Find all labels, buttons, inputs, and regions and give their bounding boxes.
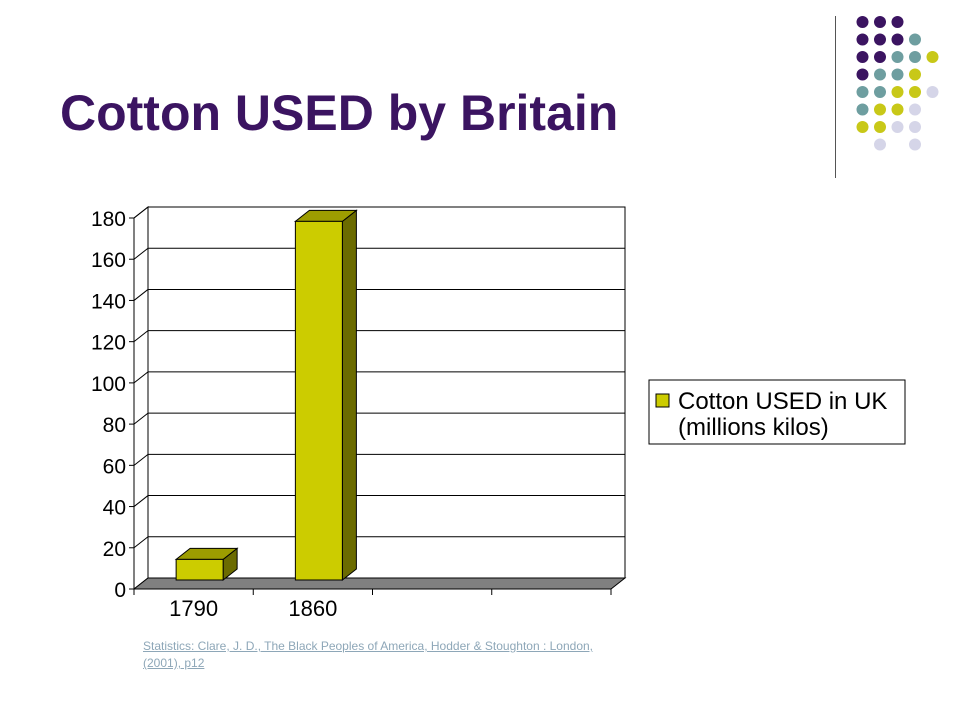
bar-front [294, 220, 343, 581]
gridline-side [133, 289, 149, 301]
source-citation-link[interactable]: Statistics: Clare, J. D., The Black Peop… [143, 639, 594, 670]
decorative-dot [856, 33, 869, 46]
decorative-dot [856, 103, 869, 116]
decorative-dot [891, 16, 904, 28]
y-tick-label: 40 [103, 497, 126, 520]
decorative-dot [909, 121, 921, 133]
decorative-dot [874, 138, 886, 151]
decorative-dot [856, 68, 869, 81]
y-tick-label: 180 [91, 208, 126, 231]
bar-side [341, 209, 357, 582]
decorative-dot [874, 33, 886, 46]
decorative-dot [909, 103, 921, 116]
gridline-side [133, 206, 149, 219]
decorative-dot [909, 51, 921, 63]
bar-front [175, 558, 224, 581]
bar [174, 547, 239, 582]
y-tick-label: 60 [103, 455, 126, 478]
gridline-side [133, 371, 149, 384]
legend-box [648, 379, 906, 445]
decorative-dot [909, 33, 921, 46]
decorative-dot [874, 103, 886, 116]
decorative-dot [891, 103, 904, 116]
decorative-dot [909, 68, 921, 81]
y-tick-label: 140 [91, 290, 126, 313]
gridline-side [133, 330, 149, 343]
decorative-dot [856, 121, 869, 133]
y-tick-label: 160 [91, 249, 126, 272]
decorative-dot [874, 86, 886, 98]
bar-chart: 0 20 40 60 80 100 120 140 160 180 1790 1860 Cotton U… [91, 205, 906, 620]
chart-side-wall [133, 205, 149, 591]
gridline-side [133, 453, 149, 466]
decorative-dot-pattern [856, 16, 939, 151]
legend-label: Cotton USED in UK [678, 388, 887, 415]
y-tick-label: 20 [103, 538, 126, 561]
page-title: Cotton USED by Britain [60, 85, 619, 141]
decorative-dot [874, 16, 886, 28]
decorative-dot [926, 86, 939, 98]
decorative-dot [874, 51, 886, 63]
x-tick-label: 1860 [288, 596, 337, 620]
gridline-side [133, 247, 149, 260]
y-tick-label: 0 [114, 579, 126, 602]
decorative-dot [891, 51, 904, 63]
legend-label: (millions kilos) [678, 414, 829, 441]
x-tick-label: 1790 [169, 596, 218, 620]
decorative-divider [835, 16, 836, 178]
decorative-dot [874, 68, 886, 81]
decorative-dot [891, 68, 904, 81]
y-tick-label: 100 [91, 373, 126, 396]
decorative-dot [891, 86, 904, 98]
decorative-dot [909, 86, 921, 98]
decorative-dot [926, 51, 939, 63]
gridline-side [133, 495, 149, 507]
chart-back-wall [147, 206, 626, 579]
y-tick-label: 120 [91, 332, 126, 355]
decorative-dot [891, 33, 904, 46]
decorative-dot [874, 121, 886, 133]
gridline-side [133, 412, 149, 425]
decorative-dot [856, 16, 869, 28]
decorative-dot [856, 86, 869, 98]
legend-swatch [655, 393, 670, 408]
bar [293, 209, 358, 582]
decorative-dot [891, 121, 904, 133]
decorative-dot [909, 138, 921, 151]
gridline-side [133, 536, 149, 549]
decorative-dot [856, 51, 869, 63]
legend: Cotton USED in UK(millions kilos) [648, 379, 906, 445]
y-tick-label: 80 [103, 414, 126, 437]
